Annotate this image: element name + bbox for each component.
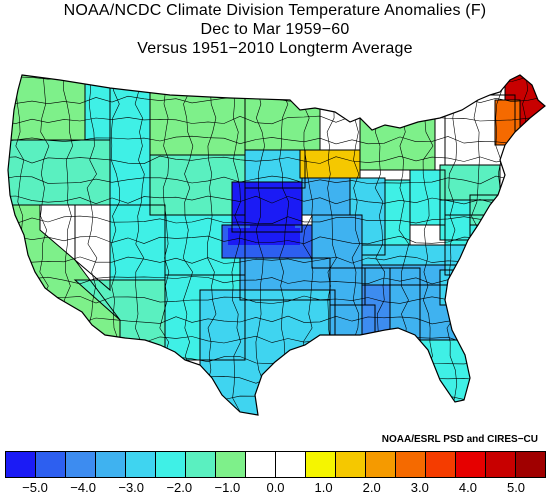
division-boundary: [422, 75, 434, 415]
region-vermont-new-hampshire: [495, 100, 520, 145]
tick-label: 2.0: [362, 480, 381, 495]
division-boundary: [8, 155, 545, 165]
region-north-carolina: [445, 245, 505, 275]
color-swatch: [6, 452, 36, 477]
division-boundary: [8, 175, 545, 185]
color-swatch: [246, 452, 276, 477]
color-swatch: [486, 452, 516, 477]
state-boundary: [164, 274, 246, 361]
region-idaho: [85, 75, 150, 205]
us-anomaly-map: [0, 74, 546, 424]
tick-label: 0.0: [266, 480, 285, 495]
tick-label: 3.0: [410, 480, 429, 495]
division-boundary: [8, 255, 545, 264]
region-minnesota-south-wisconsin: [300, 150, 360, 178]
division-boundary: [8, 75, 545, 85]
color-swatch: [186, 452, 216, 477]
color-swatch: [336, 452, 366, 477]
color-swatch: [306, 452, 336, 477]
tick-label: −5.0: [22, 480, 48, 495]
map-baseline: Versus 1951−2010 Longterm Average: [137, 40, 413, 57]
division-boundary: [8, 115, 545, 125]
color-swatch: [216, 452, 246, 477]
tick-label: 5.0: [506, 480, 526, 495]
division-boundary: [230, 75, 241, 415]
region-arkansas: [330, 268, 365, 305]
division-boundary: [0, 417, 544, 424]
tick-label: −2.0: [166, 480, 193, 495]
color-scale-bar: [5, 451, 546, 478]
color-swatch: [456, 452, 486, 477]
color-swatch: [66, 452, 96, 477]
color-swatch: [96, 452, 126, 477]
state-boundary: [244, 149, 306, 189]
color-scale-ticks: −5.0 −4.0 −3.0 −2.0 −1.0 0.0 1.0 2.0 3.0 4.0 5.0: [0, 481, 550, 497]
state-boundary: [231, 181, 303, 233]
color-swatch: [36, 452, 66, 477]
region-florida: [375, 340, 480, 415]
color-swatch: [126, 452, 156, 477]
region-pennsylvania: [440, 165, 500, 200]
map-title: NOAA/NCDC Climate Division Temperature A…: [63, 2, 487, 19]
tick-label: 1.0: [314, 480, 333, 495]
region-west-virginia: [440, 200, 470, 240]
region-oregon: [8, 140, 110, 205]
region-alabama: [390, 268, 420, 340]
region-texas: [200, 290, 335, 415]
color-swatch: [396, 452, 426, 477]
division-boundary: [8, 195, 545, 205]
tick-label: 4.0: [458, 480, 477, 495]
division-boundary: [206, 75, 217, 415]
region-illinois: [350, 178, 385, 255]
region-missouri: [312, 215, 362, 268]
region-wyoming: [150, 155, 245, 215]
division-boundary: [8, 235, 545, 245]
tick-label: −1.0: [214, 480, 241, 495]
region-tennessee: [362, 265, 460, 285]
region-north-dakota: [245, 75, 320, 150]
color-swatch: [156, 452, 186, 477]
color-swatch: [366, 452, 396, 477]
region-indiana: [385, 180, 410, 245]
region-iowa: [302, 178, 350, 215]
color-swatch: [426, 452, 456, 477]
tick-label: −3.0: [118, 480, 145, 495]
data-credit: NOAA/ESRL PSD and CIRES−CU: [381, 434, 538, 445]
region-utah: [110, 205, 165, 280]
region-core-nebraska: [250, 195, 295, 228]
map-period: Dec to Mar 1959−60: [200, 21, 350, 38]
color-swatch: [276, 452, 306, 477]
division-boundary: [8, 215, 545, 225]
division-boundary: [542, 75, 545, 415]
tick-label: −4.0: [70, 480, 96, 495]
color-swatch: [516, 452, 545, 477]
state-boundary: [39, 204, 111, 292]
